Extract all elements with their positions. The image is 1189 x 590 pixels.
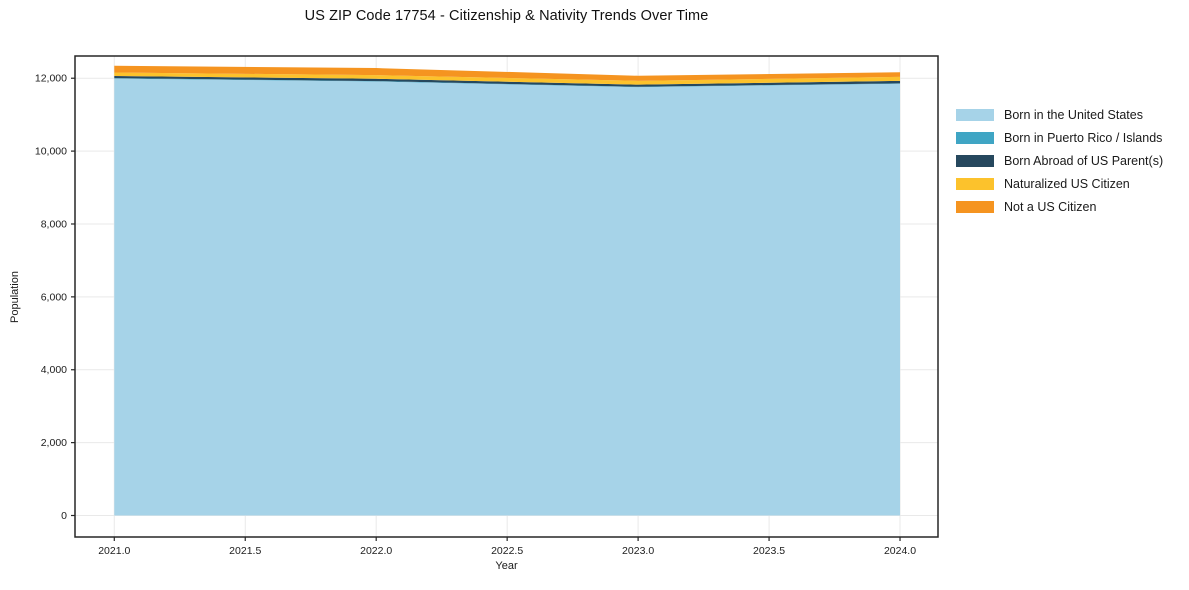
legend-item: Naturalized US Citizen [956, 172, 1163, 195]
y-tick-label: 6,000 [41, 291, 67, 303]
chart-title: US ZIP Code 17754 - Citizenship & Nativi… [304, 8, 709, 24]
area-series-2 [114, 75, 901, 87]
legend-label: Born Abroad of US Parent(s) [1004, 153, 1164, 168]
x-axis-label: Year [495, 560, 518, 572]
y-tick-label: 8,000 [41, 218, 67, 230]
legend-item: Born in the United States [956, 103, 1163, 126]
stacked-areas [114, 65, 901, 516]
area-series-3 [114, 72, 901, 85]
x-tick-label: 2021.5 [229, 545, 261, 557]
legend-item: Born Abroad of US Parent(s) [956, 149, 1163, 172]
x-tick-label: 2021.0 [98, 545, 130, 557]
legend-swatch-naturalized [956, 177, 994, 190]
x-tick-label: 2023.5 [753, 545, 785, 557]
y-tick-label: 2,000 [41, 437, 67, 449]
x-tick-label: 2023.0 [622, 545, 654, 557]
legend-label: Born in the United States [1004, 107, 1143, 122]
x-tick-label: 2024.0 [884, 545, 916, 557]
legend-label: Naturalized US Citizen [1004, 176, 1130, 191]
legend-item: Born in Puerto Rico / Islands [956, 126, 1163, 149]
x-tick-label: 2022.0 [360, 545, 392, 557]
y-axis-label: Population [9, 271, 21, 323]
y-tick-label: 10,000 [35, 146, 67, 158]
y-tick-label: 4,000 [41, 364, 67, 376]
legend-label: Not a US Citizen [1004, 199, 1097, 214]
legend: Born in the United States Born in Puerto… [956, 103, 1163, 218]
x-tick-label: 2022.5 [491, 545, 523, 557]
area-series-4 [114, 65, 901, 81]
legend-label: Born in Puerto Rico / Islands [1004, 130, 1163, 145]
legend-swatch-born-abroad [956, 154, 994, 167]
legend-swatch-not-citizen [956, 200, 994, 213]
y-tick-label: 12,000 [35, 73, 67, 85]
y-tick-label: 0 [61, 510, 67, 522]
legend-swatch-born-us [956, 108, 994, 121]
legend-item: Not a US Citizen [956, 195, 1163, 218]
area-series-1 [114, 78, 901, 88]
area-series-0 [114, 78, 901, 516]
axis-ticks: 2021.0 2021.5 2022.0 2022.5 2023.0 2023.5 2024… [35, 73, 916, 557]
legend-swatch-puerto-rico [956, 131, 994, 144]
